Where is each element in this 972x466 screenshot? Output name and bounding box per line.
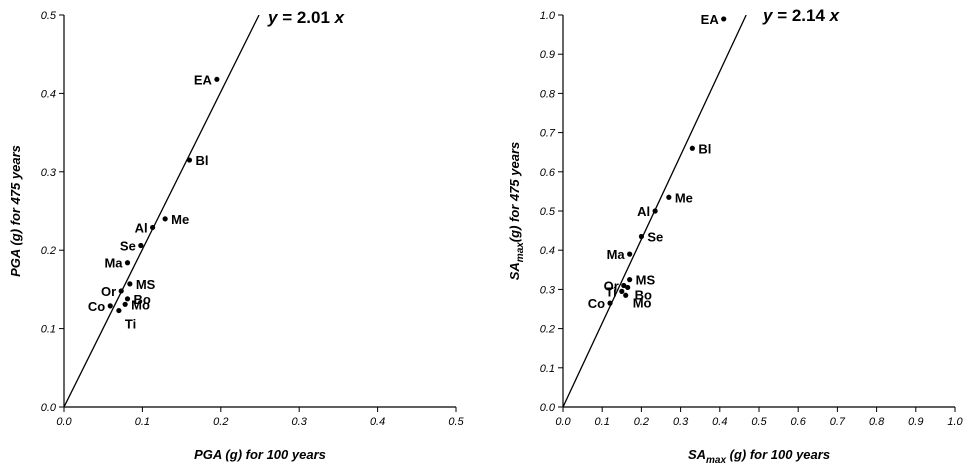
data-point-ma — [627, 251, 633, 257]
data-point-co — [607, 300, 613, 306]
data-point-ma — [124, 260, 131, 266]
data-point-bo — [625, 284, 631, 291]
y-axis-title: PGA (g) for 475 years — [8, 145, 23, 277]
x-tick-label: 0.5 — [448, 416, 464, 428]
y-tick-label: 0.9 — [540, 49, 555, 61]
x-tick-label: 0.1 — [135, 416, 150, 428]
data-point-ea — [214, 76, 220, 82]
point-label-me: Me — [675, 190, 693, 205]
equation-coef: = 2.14 — [772, 6, 829, 25]
x-tick-label: 0.2 — [213, 416, 228, 428]
x-tick-label: 0.0 — [555, 416, 571, 428]
x-tick-label: 0.4 — [370, 416, 385, 428]
x-tick-label: 0.9 — [908, 416, 923, 428]
data-point-se — [138, 242, 144, 249]
y-tick-label: 0.2 — [41, 245, 56, 257]
y-axis-title: SAmax(g) for 475 years — [507, 142, 526, 281]
point-label-mo: Mo — [131, 297, 150, 312]
point-label-al: Al — [637, 204, 650, 219]
x-tick-label: 0.3 — [292, 416, 308, 428]
equation-x: x — [334, 8, 346, 27]
fit-equation: y = 2.14 x — [762, 6, 841, 25]
point-label-ma: Ma — [104, 256, 123, 271]
point-label-ti: Ti — [125, 317, 136, 332]
x-tick-label: 0.6 — [791, 416, 807, 428]
point-label-co: Co — [588, 296, 605, 311]
point-label-mo: Mo — [633, 295, 652, 310]
data-point-ti — [116, 307, 122, 314]
x-tick-label: 0.4 — [712, 416, 727, 428]
y-tick-label: 0.5 — [540, 206, 556, 218]
point-label-se: Se — [647, 229, 663, 244]
x-tick-label: 0.2 — [634, 416, 649, 428]
fit-equation: y = 2.01 x — [267, 8, 346, 27]
data-point-se — [638, 233, 645, 240]
y-tick-label: 1.0 — [540, 10, 556, 22]
point-label-or: Or — [604, 278, 619, 293]
y-tick-label: 0.4 — [41, 88, 56, 100]
equation-y: y — [762, 6, 774, 25]
point-label-bl: Bl — [195, 153, 208, 168]
data-point-al — [149, 224, 156, 231]
point-label-ms: MS — [636, 273, 656, 288]
x-tick-label: 0.5 — [751, 416, 767, 428]
point-label-or: Or — [101, 284, 116, 299]
data-point-bl — [186, 157, 193, 163]
data-point-ms — [627, 277, 633, 283]
x-tick-label: 0.8 — [869, 416, 885, 428]
point-label-bo: Bo — [134, 292, 151, 307]
point-label-bo: Bo — [635, 287, 652, 302]
data-point-bo — [124, 296, 131, 302]
fit-line — [64, 15, 260, 407]
chart-samax: 0.0 0.1 0.2 0.3 0.4 0.5 0.6 0.7 0.8 0.9 1.0 0.0 0.1 0… — [507, 6, 964, 466]
data-point-ti — [619, 288, 625, 294]
data-point-me — [162, 216, 168, 222]
point-label-co: Co — [88, 299, 105, 314]
x-tick-label: 0.1 — [595, 416, 610, 428]
y-tick-label: 0.7 — [540, 128, 556, 140]
data-point-me — [666, 194, 672, 200]
data-point-ea — [721, 16, 727, 22]
point-label-ma: Ma — [607, 247, 626, 262]
y-tick-label: 0.5 — [41, 10, 57, 22]
data-point-mo — [623, 292, 629, 298]
data-point-al — [652, 208, 658, 214]
y-tick-label: 0.0 — [540, 402, 556, 414]
data-point-ms — [127, 281, 133, 287]
point-label-se: Se — [120, 238, 136, 253]
y-tick-label: 0.1 — [41, 324, 56, 336]
x-tick-label: 0.3 — [673, 416, 689, 428]
chart-pga: 0.0 0.1 0.2 0.3 0.4 0.5 0.0 0.1 0.2 0.3 0.4 0.5 y = … — [8, 8, 465, 462]
y-tick-label: 0.8 — [540, 88, 556, 100]
data-point-mo — [122, 301, 128, 307]
point-label-ea: EA — [194, 72, 213, 87]
x-axis-title: SAmax (g) for 100 years — [688, 447, 830, 466]
x-tick-label: 0.0 — [56, 416, 72, 428]
data-point-bl — [689, 145, 695, 151]
equation-y: y — [267, 8, 279, 27]
point-label-ms: MS — [136, 277, 156, 292]
x-axis-title: PGA (g) for 100 years — [194, 447, 326, 462]
data-point-or — [118, 288, 124, 294]
y-tick-label: 0.3 — [540, 284, 556, 296]
point-label-ea: EA — [701, 12, 720, 27]
y-tick-label: 0.0 — [41, 402, 57, 414]
equation-x: x — [829, 6, 841, 25]
equation-coef: = 2.01 — [277, 8, 334, 27]
point-label-al: Al — [135, 220, 148, 235]
point-label-me: Me — [171, 212, 189, 227]
y-tick-label: 0.1 — [540, 363, 555, 375]
data-point-co — [107, 303, 113, 309]
point-label-bl: Bl — [698, 141, 711, 156]
point-label-ti: Ti — [605, 284, 616, 299]
x-tick-label: 0.7 — [830, 416, 846, 428]
y-tick-label: 0.3 — [41, 167, 57, 179]
x-tick-label: 1.0 — [947, 416, 963, 428]
y-tick-label: 0.2 — [540, 324, 555, 336]
y-tick-label: 0.6 — [540, 167, 556, 179]
y-tick-label: 0.4 — [540, 245, 555, 257]
data-point-or — [621, 282, 627, 289]
